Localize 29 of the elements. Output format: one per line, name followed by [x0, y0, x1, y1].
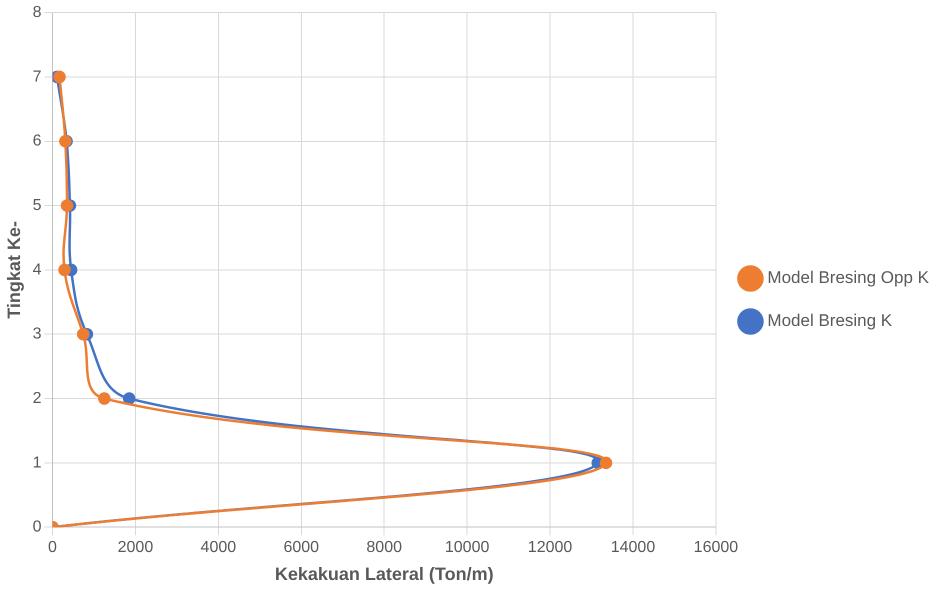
y-tick-label: 6 — [32, 132, 42, 150]
point — [60, 199, 74, 212]
legend-label: Model Bresing Opp K — [767, 268, 930, 288]
x-tick-label: 0 — [48, 539, 58, 556]
y-tick-label: 0 — [32, 518, 42, 536]
legend-label: Model Bresing K — [767, 311, 893, 330]
point — [53, 70, 66, 84]
point — [600, 456, 612, 470]
x-tick-label: 10000 — [444, 539, 490, 556]
y-tick-label: 4 — [32, 261, 42, 278]
x-tick-label: 8000 — [366, 539, 402, 556]
y-tick-label: 5 — [32, 196, 42, 214]
x-tick-label: 14000 — [610, 539, 656, 556]
x-tick-label: 2000 — [118, 539, 154, 556]
y-tick-label: 1 — [32, 454, 42, 472]
y-tick-label: 7 — [32, 68, 42, 86]
point — [122, 392, 136, 405]
y-axis-title: Tingkat Ke- — [4, 221, 24, 319]
point — [98, 392, 111, 405]
y-tick-label: 2 — [32, 390, 42, 407]
y-tick-label: 3 — [32, 326, 42, 343]
point — [58, 264, 71, 276]
point — [76, 328, 90, 340]
x-tick-label: 12000 — [528, 539, 572, 556]
x-tick-label: 16000 — [694, 539, 738, 556]
x-tick-label: 4000 — [200, 539, 236, 556]
x-axis-title: Kekakuan Lateral (Ton/m) — [274, 564, 494, 584]
y-tick-label: 8 — [32, 4, 42, 22]
x-tick-label: 6000 — [283, 539, 320, 556]
